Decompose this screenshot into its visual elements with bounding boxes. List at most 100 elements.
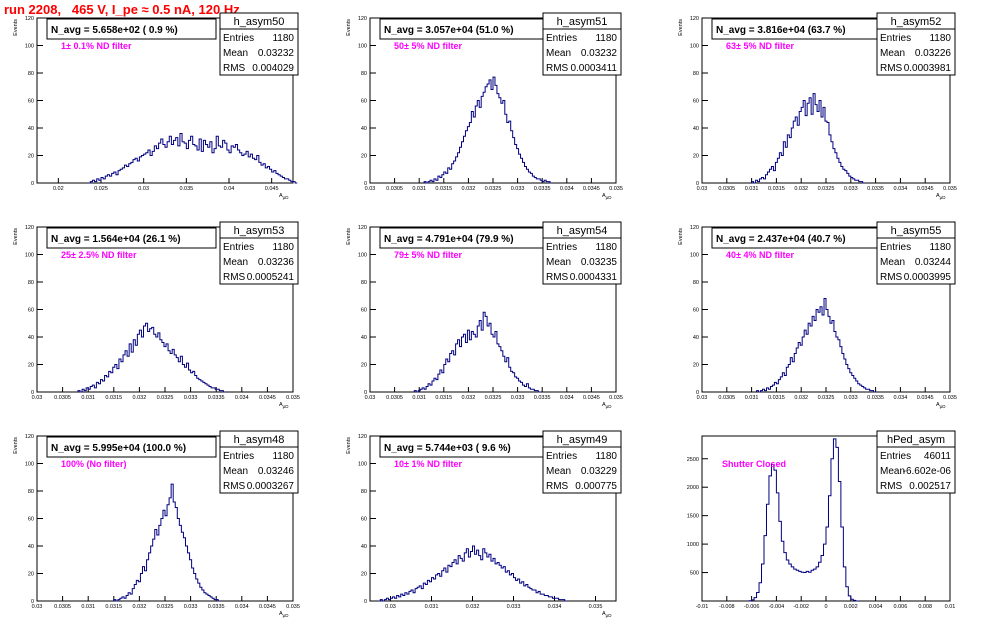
histogram-name: h_asym54 (557, 225, 608, 237)
plot-title: N_avg = 3.057e+04 (51.0 %) (384, 25, 514, 36)
x-tick-label: 0.035 (943, 186, 957, 192)
y-tick-label: 40 (28, 126, 34, 132)
x-axis-label: AμD (279, 611, 289, 618)
x-tick-label: 0.0345 (583, 395, 600, 401)
y-tick-label: 100 (25, 253, 34, 259)
x-tick-label: 0.004 (869, 604, 883, 610)
stat-value: 1180 (595, 33, 617, 44)
stat-value: 0.000775 (575, 481, 617, 492)
plot-title: N_avg = 3.816e+04 (63.7 %) (716, 25, 846, 36)
y-tick-label: 500 (690, 571, 699, 577)
stat-label: Mean (880, 48, 905, 59)
stat-label: RMS (880, 63, 903, 74)
stat-value: 1180 (595, 242, 617, 253)
stat-label: Mean (223, 48, 248, 59)
x-tick-label: 0.032 (466, 604, 480, 610)
stat-label: Entries (223, 33, 254, 44)
y-tick-label: 100 (25, 462, 34, 468)
stat-value: 1180 (272, 33, 294, 44)
y-tick-label: 80 (361, 489, 367, 495)
x-tick-label: -0.004 (769, 604, 785, 610)
x-tick-label: 0.034 (560, 186, 574, 192)
x-tick-label: 0.01 (945, 604, 956, 610)
x-tick-label: 0.031 (745, 186, 759, 192)
x-tick-label: 0.034 (548, 604, 562, 610)
x-axis-label: AμD (936, 193, 946, 200)
stat-value: 1180 (272, 451, 294, 462)
y-tick-label: 120 (690, 225, 699, 231)
x-tick-label: 0.033 (184, 604, 198, 610)
title-box (46, 436, 217, 458)
histogram-line (88, 133, 298, 184)
stat-value: 0.0003995 (904, 272, 952, 283)
histogram-line (756, 298, 876, 393)
x-tick-label: 0.0305 (718, 395, 735, 401)
x-tick-label: 0.035 (286, 604, 300, 610)
y-tick-label: 40 (361, 335, 367, 341)
stat-label: Mean (880, 257, 905, 268)
histogram-panel-h_asym55: 0 20 40 60 80 100 120 0.03 0.0305 0.031 0.0315 0.03… (678, 221, 957, 409)
stat-value: 0.0005241 (247, 272, 295, 283)
y-tick-label: 0 (696, 390, 699, 396)
stat-label: Mean (223, 466, 248, 477)
y-tick-label: 40 (28, 335, 34, 341)
stat-label: Mean (223, 257, 248, 268)
stat-label: RMS (546, 481, 569, 492)
stat-label: RMS (223, 272, 246, 283)
plot-title: N_avg = 4.791e+04 (79.9 %) (384, 234, 514, 245)
stats-box (542, 12, 622, 76)
x-tick-label: 0.006 (894, 604, 908, 610)
y-tick-label: 120 (358, 16, 367, 22)
filter-annotation: 50± 5% ND filter (394, 41, 462, 51)
histogram-line (748, 438, 859, 602)
y-tick-label: 0 (696, 181, 699, 187)
x-tick-label: 0.033 (844, 395, 858, 401)
x-axis-label: AμD (279, 402, 289, 409)
x-tick-label: 0.034 (560, 395, 574, 401)
y-tick-label: 20 (28, 363, 34, 369)
x-tick-label: 0.03 (365, 395, 376, 401)
histogram-name: h_asym52 (891, 16, 942, 28)
x-tick-label: 0.032 (133, 604, 147, 610)
y-tick-label: 60 (28, 517, 34, 523)
x-tick-label: 0.0345 (917, 395, 934, 401)
x-tick-label: 0.035 (609, 186, 623, 192)
x-tick-label: 0.0335 (208, 604, 225, 610)
y-axis-label: Events (678, 228, 684, 245)
stat-value: 0.03246 (258, 466, 295, 477)
stat-label: RMS (546, 63, 569, 74)
stat-label: Entries (546, 33, 577, 44)
x-tick-label: 0.0345 (583, 186, 600, 192)
plot-title: N_avg = 2.437e+04 (40.7 %) (716, 234, 846, 245)
y-tick-label: 0 (31, 390, 34, 396)
x-tick-label: 0.03 (32, 395, 43, 401)
x-tick-label: 0.0325 (818, 395, 835, 401)
y-tick-label: 2500 (687, 457, 699, 463)
filter-annotation: 100% (No filter) (61, 459, 127, 469)
x-tick-label: 0.0315 (435, 395, 452, 401)
stat-value: 1180 (929, 33, 951, 44)
stat-value: 1180 (929, 242, 951, 253)
y-tick-label: 20 (693, 154, 699, 160)
y-tick-label: 80 (361, 280, 367, 286)
y-tick-label: 20 (361, 572, 367, 578)
histogram-name: h_asym53 (234, 225, 285, 237)
y-tick-label: 100 (358, 462, 367, 468)
y-tick-label: 80 (693, 71, 699, 77)
y-tick-label: 100 (25, 44, 34, 50)
histogram-name: h_asym49 (557, 434, 608, 446)
x-tick-label: 0.031 (81, 395, 95, 401)
x-tick-label: 0.0325 (485, 395, 502, 401)
x-tick-label: -0.01 (696, 604, 709, 610)
stat-label: Entries (546, 242, 577, 253)
y-tick-label: 80 (693, 280, 699, 286)
y-tick-label: 0 (31, 181, 34, 187)
y-tick-label: 20 (28, 154, 34, 160)
x-tick-label: 0.03 (32, 604, 43, 610)
x-tick-label: 0.035 (589, 604, 603, 610)
x-axis-label: AμD (279, 193, 289, 200)
y-tick-label: 40 (693, 126, 699, 132)
y-axis-label: Events (678, 19, 684, 36)
stat-label: Mean (546, 48, 571, 59)
x-tick-label: 0.0315 (105, 604, 122, 610)
